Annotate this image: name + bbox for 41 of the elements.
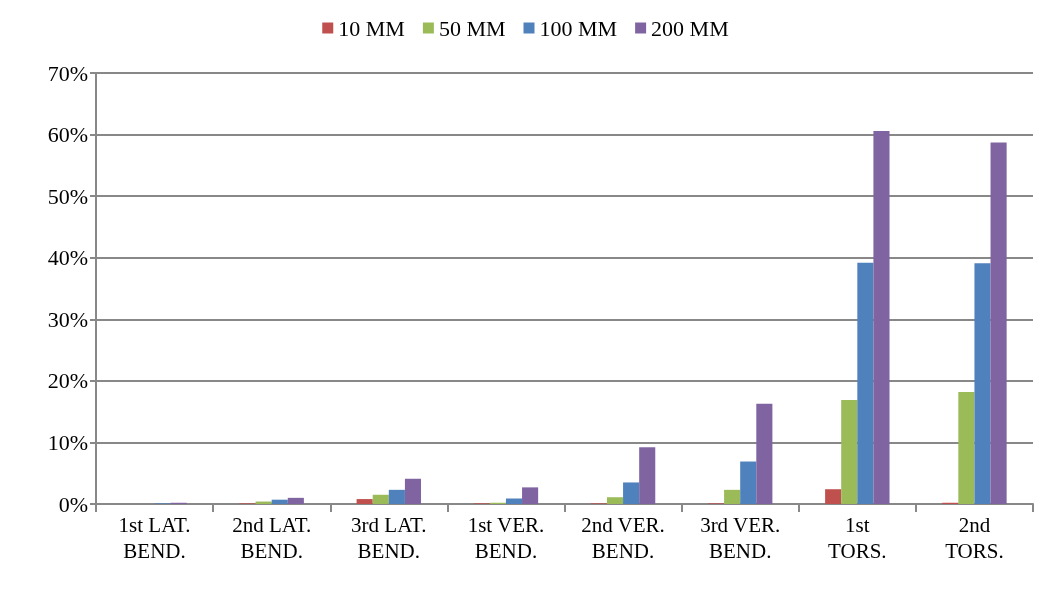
y-tick-label: 50% [47,183,88,209]
bar [639,447,656,504]
bar [505,498,523,504]
bar [990,142,1007,504]
bar [974,263,991,504]
legend-label: 200 MM [651,15,729,41]
x-tick-label: 1st LAT. BEND. [118,513,191,563]
bar [873,130,890,504]
x-tick-label: 2nd TORS. [945,513,1004,563]
bar [606,497,624,504]
bar [724,489,741,504]
y-tick-label: 60% [47,122,88,148]
bar [522,487,539,504]
x-tick-label: 2nd LAT. BEND. [232,513,312,563]
bar [372,494,389,504]
bar [958,391,975,504]
bar [756,403,773,504]
bar [623,482,640,504]
y-tick-label: 20% [47,368,88,394]
legend-label: 10 MM [338,15,405,41]
legend-label: 100 MM [539,15,618,41]
y-tick-label: 70% [47,60,88,86]
x-tick-label: 3rd VER. BEND. [700,513,781,563]
x-tick-label: 3rd LAT. BEND. [351,513,427,563]
y-tick-label: 0% [58,491,88,517]
x-tick-label: 1st TORS. [828,513,887,563]
y-tick-label: 30% [47,306,88,332]
y-tick-label: 10% [47,429,88,455]
bar [740,461,757,504]
x-tick-label: 2nd VER. BEND. [581,513,665,563]
bar [841,399,858,504]
bar [404,478,422,504]
y-tick-label: 40% [47,245,88,271]
bar [857,262,874,504]
bar [356,499,373,504]
bar [388,489,405,504]
bar [825,489,842,504]
bar [287,497,304,504]
x-tick-label: 1st VER. BEND. [467,513,545,563]
bar [271,499,288,504]
legend-label: 50 MM [438,15,506,41]
